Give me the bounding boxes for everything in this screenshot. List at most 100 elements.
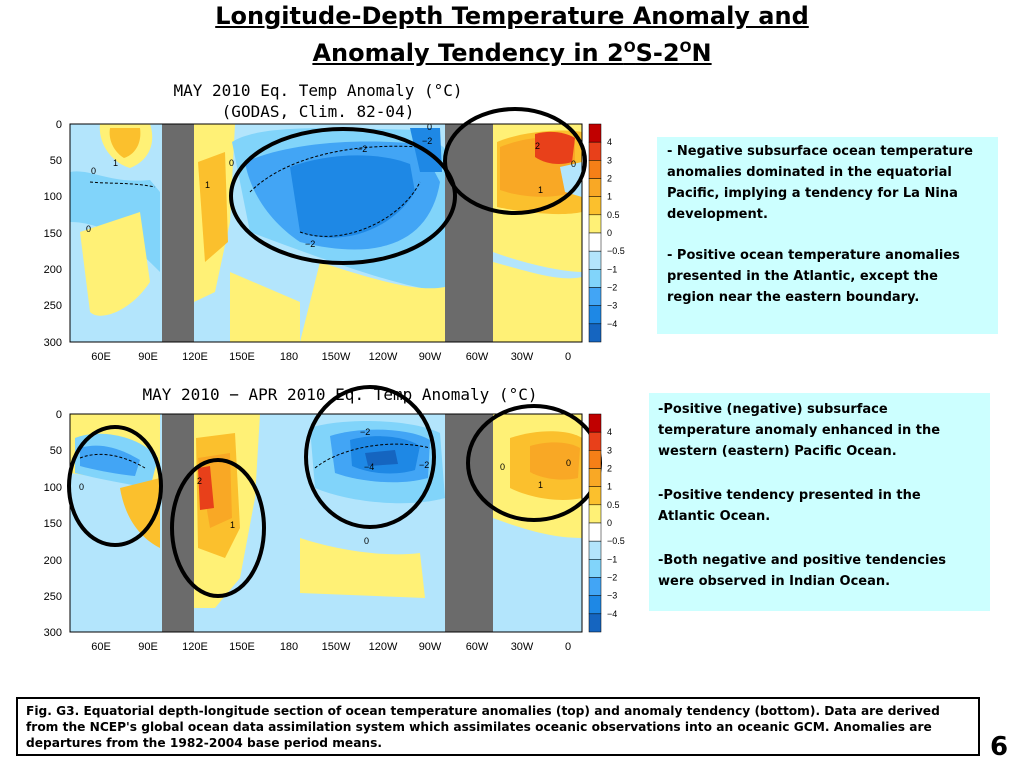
contour-neg-b (79, 453, 146, 469)
notes-top-box: - Negative subsurface ocean temperature … (657, 137, 998, 334)
contour-label: −2 (305, 239, 315, 249)
contour-neg-b (299, 181, 421, 237)
contour-label: 1 (205, 180, 210, 190)
colorbar-label: 4 (607, 137, 612, 147)
xtick-label: 90W (419, 351, 442, 363)
contour-label: 0 (571, 159, 576, 169)
colorbar-swatch (588, 269, 602, 288)
region-indian-pos2 (109, 128, 141, 158)
colorbar-swatch (588, 160, 602, 179)
contour-neg-a (249, 145, 421, 193)
colorbar-swatch (588, 413, 602, 433)
region-wpac-pos2 (198, 152, 228, 262)
land-mask-americas (445, 124, 493, 342)
colorbar-swatch (588, 196, 602, 216)
region-wpac-pos4 (198, 466, 214, 510)
xtick-label: 60E (91, 351, 111, 363)
colorbar-swatch (588, 613, 602, 633)
colorbar-label: 0.5 (607, 210, 620, 220)
contour-label: 2 (197, 476, 202, 486)
title-sup-2: O (679, 40, 692, 56)
title-line-1: Longitude-Depth Temperature Anomaly and (215, 2, 809, 30)
contour-label: 0 (86, 224, 91, 234)
notes-bottom-box: -Positive (negative) subsurface temperat… (649, 393, 990, 611)
region-indian-neg2 (80, 445, 140, 476)
notes-bottom-line-2: -Positive tendency presented in the Atla… (658, 488, 921, 524)
colorbar-bottom: 4 3 2 1 0.5 0 −0.5 −1 −2 −3 −4 (588, 413, 625, 633)
ytick-label: 200 (44, 555, 62, 567)
colorbar-label: −4 (607, 609, 617, 619)
colorbar-swatch (588, 504, 602, 524)
colorbar-label: −4 (607, 319, 617, 329)
ytick-label: 50 (50, 445, 62, 457)
region-atl-deep (493, 262, 582, 342)
colorbar-top: 4 3 2 1 0.5 0 −0.5 −1 −2 −3 −4 (588, 123, 625, 343)
contour-neg-a (314, 443, 431, 469)
colorbar-swatch (588, 595, 602, 615)
colorbar-label: 3 (607, 445, 612, 455)
page-number: 6 (990, 732, 1009, 762)
ytick-label: 0 (56, 119, 62, 131)
title-line-2: Anomaly Tendency in 2OS-2ON (312, 39, 711, 67)
xtick-label: 90E (138, 351, 158, 363)
chart-top-svg: MAY 2010 Eq. Temp Anomaly (°C) (GODAS, C… (44, 81, 625, 363)
chart-top-subtitle: (GODAS, Clim. 82-04) (222, 102, 415, 121)
chart-top-xticks: 60E 90E 120E 150E 180 150W 120W 90W 60W … (91, 351, 571, 363)
colorbar-swatch (588, 141, 602, 161)
title-line-2-mid: S-2 (635, 39, 680, 67)
chart-bottom-xticks: 60E 90E 120E 150E 180 150W 120W 90W 60W … (91, 641, 571, 653)
colorbar-swatch (588, 305, 602, 325)
colorbar-swatch (588, 232, 602, 252)
ytick-label: 50 (50, 155, 62, 167)
colorbar-label: 1 (607, 482, 612, 492)
chart-top-plot: 0 1 0 1 0 −2 −2 −2 0 2 1 0 (70, 124, 582, 342)
chart-top-title: MAY 2010 Eq. Temp Anomaly (°C) (174, 81, 463, 100)
ytick-label: 300 (44, 627, 62, 639)
region-indian-pos2 (120, 478, 160, 548)
ytick-label: 0 (56, 409, 62, 421)
colorbar-swatch (588, 214, 602, 234)
xtick-label: 60W (466, 641, 489, 653)
ytick-label: 250 (44, 591, 62, 603)
xtick-label: 120W (369, 351, 398, 363)
land-mask-maritime (162, 414, 194, 632)
chart-bottom-svg: MAY 2010 − APR 2010 Eq. Temp Anomaly (°C… (44, 385, 625, 653)
colorbar-label: 2 (607, 464, 612, 474)
contour-label: 0 (364, 536, 369, 546)
colorbar-label: −1 (607, 264, 617, 274)
colorbar-label: 0.5 (607, 500, 620, 510)
contour-label: −2 (360, 427, 370, 437)
contour-neg-c (89, 181, 156, 188)
chart-bottom-plot: 0 2 1 −2 −4 −2 0 0 1 0 (70, 414, 582, 632)
xtick-label: 180 (280, 351, 298, 363)
title-line-2-post: N (691, 39, 712, 67)
colorbar-swatch (588, 559, 602, 578)
ytick-label: 100 (44, 191, 62, 203)
xtick-label: 120E (182, 351, 208, 363)
colorbar-swatch (588, 522, 602, 542)
xtick-label: 180 (280, 641, 298, 653)
contour-label: −2 (357, 144, 367, 154)
xtick-label: 150W (322, 641, 351, 653)
title-sup-1: O (623, 40, 636, 56)
region-indian-pos3 (80, 212, 150, 316)
contour-label: 0 (500, 462, 505, 472)
contour-label: 0 (229, 158, 234, 168)
ytick-label: 150 (44, 518, 62, 530)
chart-top-frame (69, 123, 583, 343)
highlight-ellipse (443, 107, 587, 215)
land-mask-maritime (162, 124, 194, 342)
highlight-ellipse (304, 385, 436, 529)
ytick-label: 100 (44, 482, 62, 494)
region-deep-pos (300, 262, 445, 342)
highlight-ellipse (170, 458, 266, 598)
colorbar-swatch (588, 450, 602, 469)
colorbar-swatch (588, 431, 602, 451)
colorbar-label: −2 (607, 573, 617, 583)
xtick-label: 120W (369, 641, 398, 653)
contour-label: 0 (79, 482, 84, 492)
ytick-label: 250 (44, 300, 62, 312)
xtick-label: 120E (182, 641, 208, 653)
chart-top-yticks: 0 50 100 150 200 250 300 (44, 119, 62, 349)
colorbar-swatch (588, 540, 602, 560)
